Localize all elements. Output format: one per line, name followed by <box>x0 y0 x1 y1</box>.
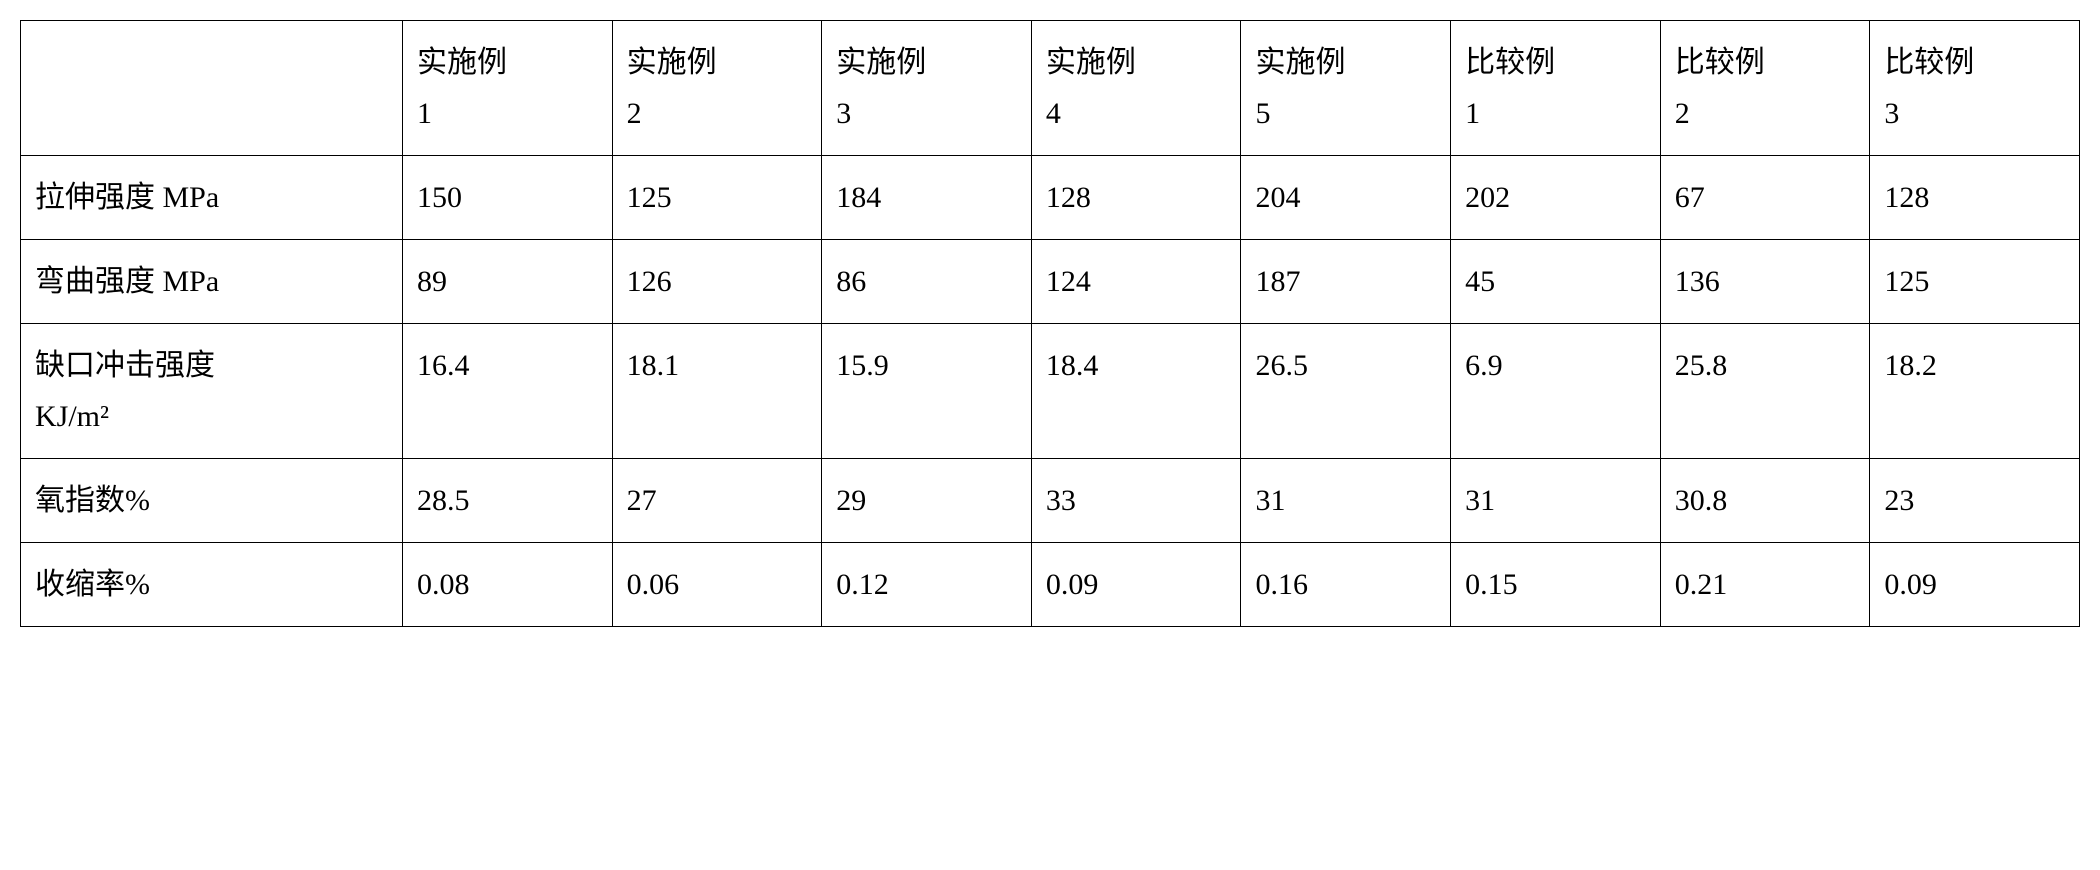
table-row: 弯曲强度 MPa 89 126 86 124 187 45 136 125 <box>21 240 2080 324</box>
data-cell: 0.21 <box>1660 543 1870 627</box>
data-cell: 18.1 <box>612 324 822 459</box>
data-cell: 67 <box>1660 156 1870 240</box>
data-cell: 26.5 <box>1241 324 1451 459</box>
data-cell: 125 <box>612 156 822 240</box>
data-cell: 128 <box>1870 156 2080 240</box>
data-cell: 187 <box>1241 240 1451 324</box>
column-header-line1: 实施例 <box>417 37 598 88</box>
data-cell: 0.08 <box>403 543 613 627</box>
row-header-text: 拉伸强度 MPa <box>35 181 219 214</box>
data-cell: 204 <box>1241 156 1451 240</box>
column-header-line1: 实施例 <box>836 37 1017 88</box>
table-row: 缺口冲击强度 KJ/m² 16.4 18.1 15.9 18.4 26.5 6.… <box>21 324 2080 459</box>
data-cell: 202 <box>1451 156 1661 240</box>
data-cell: 29 <box>822 459 1032 543</box>
row-header-line2: KJ/m² <box>35 391 388 442</box>
header-empty-cell <box>21 21 403 156</box>
row-header-cell: 弯曲强度 MPa <box>21 240 403 324</box>
data-cell: 0.06 <box>612 543 822 627</box>
data-cell: 89 <box>403 240 613 324</box>
column-header-line2: 3 <box>836 88 1017 139</box>
row-header-text: 弯曲强度 MPa <box>35 265 219 298</box>
data-cell: 136 <box>1660 240 1870 324</box>
row-header-cell: 拉伸强度 MPa <box>21 156 403 240</box>
column-header-line2: 5 <box>1255 88 1436 139</box>
table-row: 收缩率% 0.08 0.06 0.12 0.09 0.16 0.15 0.21 … <box>21 543 2080 627</box>
row-header-cell: 缺口冲击强度 KJ/m² <box>21 324 403 459</box>
row-header-cell: 收缩率% <box>21 543 403 627</box>
column-header-line2: 1 <box>1465 88 1646 139</box>
column-header: 实施例 1 <box>403 21 613 156</box>
data-cell: 18.2 <box>1870 324 2080 459</box>
data-cell: 18.4 <box>1031 324 1241 459</box>
data-cell: 16.4 <box>403 324 613 459</box>
column-header-line1: 比较例 <box>1465 37 1646 88</box>
column-header: 实施例 3 <box>822 21 1032 156</box>
column-header: 比较例 1 <box>1451 21 1661 156</box>
data-cell: 128 <box>1031 156 1241 240</box>
table-header-row: 实施例 1 实施例 2 实施例 3 实施例 4 实施例 5 比较例 1 比较例 … <box>21 21 2080 156</box>
data-cell: 86 <box>822 240 1032 324</box>
data-cell: 125 <box>1870 240 2080 324</box>
data-cell: 0.16 <box>1241 543 1451 627</box>
data-cell: 28.5 <box>403 459 613 543</box>
data-cell: 27 <box>612 459 822 543</box>
column-header-line1: 实施例 <box>627 37 808 88</box>
row-header-cell: 氧指数% <box>21 459 403 543</box>
column-header-line1: 比较例 <box>1675 37 1856 88</box>
data-cell: 33 <box>1031 459 1241 543</box>
column-header-line2: 1 <box>417 88 598 139</box>
column-header: 实施例 2 <box>612 21 822 156</box>
column-header: 比较例 3 <box>1870 21 2080 156</box>
column-header-line1: 实施例 <box>1255 37 1436 88</box>
column-header-line2: 2 <box>627 88 808 139</box>
data-cell: 15.9 <box>822 324 1032 459</box>
data-cell: 23 <box>1870 459 2080 543</box>
column-header: 实施例 5 <box>1241 21 1451 156</box>
data-cell: 184 <box>822 156 1032 240</box>
column-header-line2: 4 <box>1046 88 1227 139</box>
row-header-text: 氧指数% <box>35 484 150 517</box>
row-header-line1: 缺口冲击强度 <box>35 340 388 391</box>
column-header-line1: 实施例 <box>1046 37 1227 88</box>
table-row: 氧指数% 28.5 27 29 33 31 31 30.8 23 <box>21 459 2080 543</box>
data-cell: 0.15 <box>1451 543 1661 627</box>
data-cell: 45 <box>1451 240 1661 324</box>
column-header-line2: 2 <box>1675 88 1856 139</box>
data-cell: 0.09 <box>1031 543 1241 627</box>
column-header-line1: 比较例 <box>1884 37 2065 88</box>
data-cell: 6.9 <box>1451 324 1661 459</box>
data-cell: 124 <box>1031 240 1241 324</box>
data-cell: 0.09 <box>1870 543 2080 627</box>
data-cell: 31 <box>1451 459 1661 543</box>
data-cell: 0.12 <box>822 543 1032 627</box>
data-cell: 31 <box>1241 459 1451 543</box>
table-row: 拉伸强度 MPa 150 125 184 128 204 202 67 128 <box>21 156 2080 240</box>
column-header: 比较例 2 <box>1660 21 1870 156</box>
column-header: 实施例 4 <box>1031 21 1241 156</box>
column-header-line2: 3 <box>1884 88 2065 139</box>
data-cell: 126 <box>612 240 822 324</box>
data-table: 实施例 1 实施例 2 实施例 3 实施例 4 实施例 5 比较例 1 比较例 … <box>20 20 2080 627</box>
data-cell: 30.8 <box>1660 459 1870 543</box>
data-cell: 150 <box>403 156 613 240</box>
data-cell: 25.8 <box>1660 324 1870 459</box>
row-header-text: 收缩率% <box>35 568 150 601</box>
